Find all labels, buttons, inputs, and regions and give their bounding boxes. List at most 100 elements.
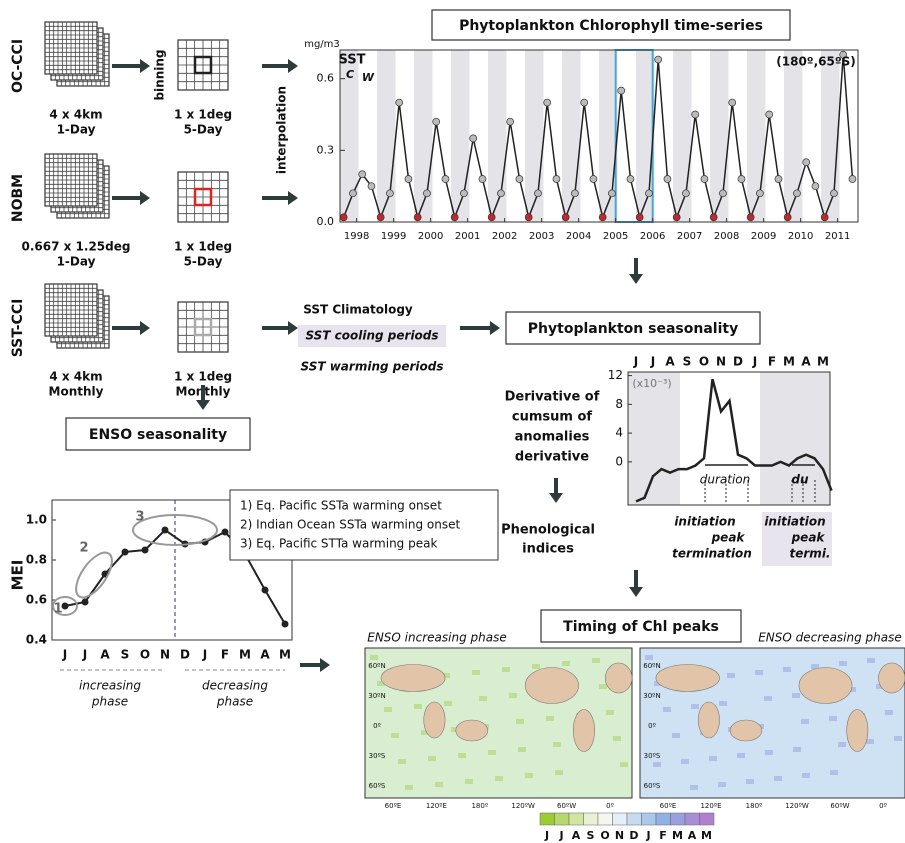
data-point: [849, 176, 856, 183]
cooling-band: [784, 50, 803, 222]
label: 2003: [529, 231, 554, 242]
data-point: [747, 214, 754, 221]
label: termi.: [790, 547, 831, 561]
label: 2006: [640, 231, 665, 242]
label: 120ºE: [426, 802, 447, 810]
label: 60ºS: [369, 782, 386, 790]
map-speck: [645, 655, 653, 660]
label: 2008: [714, 231, 739, 242]
data-point: [636, 214, 643, 221]
label: SST cooling periods: [305, 329, 438, 343]
label: 2: [79, 541, 88, 556]
label: F: [768, 355, 776, 369]
map-speck: [518, 747, 526, 752]
label: du: [791, 473, 809, 487]
data-point: [756, 190, 763, 197]
label: 5-Day: [184, 255, 223, 269]
label: 1 x 1deg: [174, 240, 232, 254]
label: 8: [615, 397, 623, 411]
label: 0.8: [26, 553, 47, 567]
label: 3) Eq. Pacific STTa warming peak: [240, 537, 437, 551]
label: 60ºS: [644, 782, 661, 790]
cooling-band: [562, 50, 581, 222]
continent: [698, 702, 719, 738]
map-speck: [525, 773, 533, 778]
map-speck: [838, 742, 846, 747]
colorbar-cell: [540, 813, 555, 825]
label: (x10⁻³): [632, 377, 671, 390]
data-point: [627, 176, 634, 183]
continent: [605, 663, 632, 693]
label: 2010: [788, 231, 813, 242]
label: 60ºW: [830, 802, 849, 810]
label: S: [587, 829, 595, 842]
map-speck: [509, 693, 517, 698]
label: A: [260, 648, 270, 662]
map-speck: [709, 756, 717, 761]
map-speck: [516, 719, 524, 724]
label: 1-Day: [57, 123, 96, 137]
label: 2011: [825, 231, 850, 242]
label: SST warming periods: [301, 360, 444, 374]
label: M: [239, 648, 251, 662]
continent: [456, 720, 488, 741]
label: 60ºN: [368, 662, 385, 670]
data-point: [516, 176, 523, 183]
map-speck: [690, 785, 698, 790]
label: 1 x 1deg: [174, 370, 232, 384]
label: M: [783, 355, 795, 369]
arrow-head: [288, 59, 298, 73]
label: anomalies: [515, 430, 590, 445]
map-speck: [801, 719, 809, 724]
map-speck: [435, 782, 443, 787]
label: 1.0: [26, 513, 47, 527]
label: N: [716, 355, 726, 369]
label: phase: [91, 695, 128, 709]
map-speck: [783, 667, 791, 672]
label: 2000: [418, 231, 443, 242]
map-speck: [737, 753, 745, 758]
data-point: [571, 190, 578, 197]
label: J: [202, 648, 207, 662]
cooling-band: [451, 50, 470, 222]
label: 120ºW: [785, 802, 809, 810]
label: mg/m3: [304, 39, 340, 50]
highlight-ellipse: [69, 547, 118, 603]
map-speck: [774, 776, 782, 781]
map-speck: [532, 664, 540, 669]
mei-point: [282, 621, 289, 628]
data-point: [479, 176, 486, 183]
label: M: [817, 355, 829, 369]
label: initiation: [674, 515, 735, 529]
label: phase: [216, 695, 253, 709]
label: Monthly: [49, 385, 104, 399]
label: 12: [608, 368, 623, 382]
map-speck: [370, 655, 378, 660]
arrow-head: [549, 493, 563, 503]
map-speck: [428, 756, 436, 761]
mei-point: [142, 547, 149, 554]
cooling-band: [414, 50, 433, 222]
data-point: [433, 118, 440, 125]
label: J: [544, 829, 549, 842]
label: 60ºE: [385, 802, 402, 810]
label: 0: [615, 454, 623, 468]
label: Phenological: [501, 523, 595, 538]
map-speck: [866, 739, 874, 744]
data-point: [719, 190, 726, 197]
data-point: [349, 190, 356, 197]
map-speck: [444, 701, 452, 706]
label: 2001: [455, 231, 480, 242]
data-point: [497, 190, 504, 197]
label: 180º: [746, 802, 763, 810]
map-speck: [755, 670, 763, 675]
label: ENSO decreasing phase: [758, 631, 902, 645]
label: F: [221, 648, 229, 662]
label: 2004: [566, 231, 591, 242]
data-point: [608, 190, 615, 197]
map-speck: [384, 707, 392, 712]
label: 1) Eq. Pacific SSTa warming onset: [240, 499, 442, 513]
label: ENSO increasing phase: [367, 631, 506, 645]
label: 0º: [879, 802, 887, 810]
map-speck: [829, 716, 837, 721]
